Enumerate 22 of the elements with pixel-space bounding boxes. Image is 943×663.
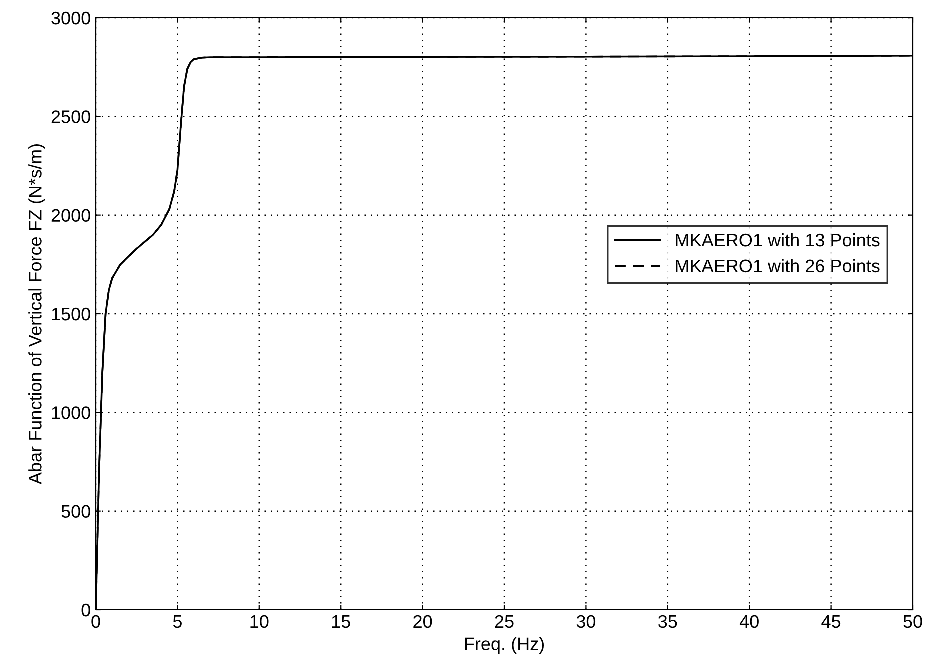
legend-label: MKAERO1 with 26 Points — [676, 259, 880, 273]
x-tick-label: 20 — [414, 615, 432, 628]
x-tick-label: 40 — [740, 615, 759, 628]
x-tick-label: 10 — [250, 615, 269, 628]
x-tick-label: 45 — [822, 616, 841, 628]
x-tick-label: 25 — [495, 615, 514, 628]
x-tick-label: 0 — [92, 615, 100, 628]
y-tick-label: 500 — [62, 505, 90, 518]
y-tick-label: 0 — [82, 604, 90, 617]
x-tick-label: 30 — [576, 615, 596, 628]
y-tick-label: 1500 — [52, 308, 90, 321]
x-tick-label: 35 — [658, 615, 678, 628]
legend-label: MKAERO1 with 13 Points — [676, 233, 880, 247]
y-tick-label: 2000 — [52, 209, 90, 222]
x-tick-label: 15 — [332, 616, 350, 628]
y-tick-label: 2500 — [52, 110, 90, 124]
x-tick-label: 5 — [173, 616, 182, 628]
y-tick-label: 3000 — [52, 12, 90, 25]
x-tick-label: 50 — [904, 615, 922, 628]
x-axis-title: Freq. (Hz) — [465, 637, 544, 654]
y-tick-label: 1000 — [52, 406, 90, 420]
y-axis-title: Abar Function of Vertical Force FZ (N*s/m) — [28, 144, 46, 485]
